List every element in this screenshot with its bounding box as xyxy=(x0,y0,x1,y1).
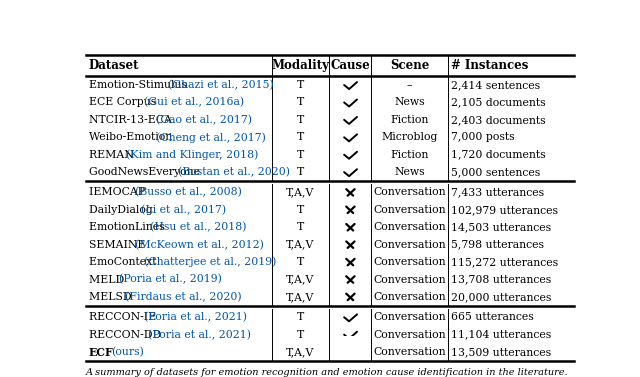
Text: (Poria et al., 2021): (Poria et al., 2021) xyxy=(143,312,246,322)
Text: Cause: Cause xyxy=(330,59,370,72)
Text: (Cheng et al., 2017): (Cheng et al., 2017) xyxy=(156,132,266,143)
Text: T: T xyxy=(297,312,304,322)
Text: 2,403 documents: 2,403 documents xyxy=(451,115,546,125)
Text: 7,433 utterances: 7,433 utterances xyxy=(451,187,544,198)
Text: (Chatterjee et al., 2019): (Chatterjee et al., 2019) xyxy=(144,257,276,267)
Text: T: T xyxy=(297,132,304,142)
Text: (Hsu et al., 2018): (Hsu et al., 2018) xyxy=(150,222,247,233)
Text: (Kim and Klinger, 2018): (Kim and Klinger, 2018) xyxy=(126,149,259,160)
Text: Conversation: Conversation xyxy=(373,312,446,322)
Text: 14,503 utterances: 14,503 utterances xyxy=(451,222,551,232)
Text: (Poria et al., 2021): (Poria et al., 2021) xyxy=(148,329,251,340)
Text: EmotionLines: EmotionLines xyxy=(89,222,168,232)
Text: 7,000 posts: 7,000 posts xyxy=(451,132,515,142)
Text: (Gao et al., 2017): (Gao et al., 2017) xyxy=(156,115,252,125)
Text: DailyDialog: DailyDialog xyxy=(89,205,156,215)
Text: RECCON-IE: RECCON-IE xyxy=(89,312,159,322)
Text: T: T xyxy=(297,80,304,90)
Text: GoodNewsEveryone: GoodNewsEveryone xyxy=(89,167,204,177)
Text: 5,000 sentences: 5,000 sentences xyxy=(451,167,540,177)
Text: 13,708 utterances: 13,708 utterances xyxy=(451,274,551,285)
Text: 115,272 utterances: 115,272 utterances xyxy=(451,257,558,267)
Text: Conversation: Conversation xyxy=(373,274,446,285)
Text: RECCON-DD: RECCON-DD xyxy=(89,329,164,340)
Text: Dataset: Dataset xyxy=(89,59,140,72)
Text: 102,979 utterances: 102,979 utterances xyxy=(451,205,558,215)
Text: T: T xyxy=(297,150,304,160)
Text: T: T xyxy=(297,205,304,215)
Text: Conversation: Conversation xyxy=(373,257,446,267)
Text: Fiction: Fiction xyxy=(390,150,429,160)
Text: –: – xyxy=(407,80,412,90)
Text: 5,798 utterances: 5,798 utterances xyxy=(451,240,544,250)
Text: T: T xyxy=(297,167,304,177)
Text: News: News xyxy=(394,167,425,177)
Text: T,A,V: T,A,V xyxy=(286,347,315,357)
Text: Conversation: Conversation xyxy=(373,222,446,232)
Text: # Instances: # Instances xyxy=(451,59,529,72)
Text: T,A,V: T,A,V xyxy=(286,240,315,250)
Text: T,A,V: T,A,V xyxy=(286,187,315,198)
Text: T: T xyxy=(297,222,304,232)
Text: News: News xyxy=(394,97,425,107)
Text: T: T xyxy=(297,257,304,267)
Text: 13,509 utterances: 13,509 utterances xyxy=(451,347,551,357)
Text: 1,720 documents: 1,720 documents xyxy=(451,150,546,160)
Text: (Bostan et al., 2020): (Bostan et al., 2020) xyxy=(178,167,290,177)
Text: Conversation: Conversation xyxy=(373,205,446,215)
Text: 11,104 utterances: 11,104 utterances xyxy=(451,329,551,340)
Text: NTCIR-13-ECA: NTCIR-13-ECA xyxy=(89,115,175,125)
Text: ECE Corpus: ECE Corpus xyxy=(89,97,159,107)
Text: Conversation: Conversation xyxy=(373,292,446,302)
Text: T: T xyxy=(297,329,304,340)
Text: 2,105 documents: 2,105 documents xyxy=(451,97,546,107)
Text: Fiction: Fiction xyxy=(390,115,429,125)
Text: T,A,V: T,A,V xyxy=(286,292,315,302)
Text: T,A,V: T,A,V xyxy=(286,274,315,285)
Text: ECF: ECF xyxy=(89,346,114,357)
Text: MELSD: MELSD xyxy=(89,292,135,302)
Text: Weibo-Emotion: Weibo-Emotion xyxy=(89,132,175,142)
Text: T: T xyxy=(297,97,304,107)
Text: IEMOCAP: IEMOCAP xyxy=(89,187,148,198)
Text: Emotion-Stimulus: Emotion-Stimulus xyxy=(89,80,191,90)
Text: A summary of datasets for emotion recognition and emotion cause identification i: A summary of datasets for emotion recogn… xyxy=(86,368,568,377)
Text: SEMAINE: SEMAINE xyxy=(89,240,149,250)
Text: (ours): (ours) xyxy=(111,347,144,357)
Text: Conversation: Conversation xyxy=(373,187,446,198)
Text: Conversation: Conversation xyxy=(373,347,446,357)
Text: Conversation: Conversation xyxy=(373,240,446,250)
Text: REMAN: REMAN xyxy=(89,150,137,160)
Text: Modality: Modality xyxy=(271,59,330,72)
Text: (Poria et al., 2019): (Poria et al., 2019) xyxy=(119,274,222,285)
Text: 20,000 utterances: 20,000 utterances xyxy=(451,292,552,302)
Text: (Busso et al., 2008): (Busso et al., 2008) xyxy=(135,187,242,198)
Text: 665 utterances: 665 utterances xyxy=(451,312,534,322)
Text: 2,414 sentences: 2,414 sentences xyxy=(451,80,540,90)
Text: (McKeown et al., 2012): (McKeown et al., 2012) xyxy=(135,239,264,250)
Text: EmoContext: EmoContext xyxy=(89,257,160,267)
Text: (Li et al., 2017): (Li et al., 2017) xyxy=(141,205,226,215)
Text: Conversation: Conversation xyxy=(373,329,446,340)
Text: T: T xyxy=(297,115,304,125)
Text: (Firdaus et al., 2020): (Firdaus et al., 2020) xyxy=(125,292,241,302)
Text: Scene: Scene xyxy=(390,59,429,72)
Text: (Gui et al., 2016a): (Gui et al., 2016a) xyxy=(144,97,244,107)
Text: (Ghazi et al., 2015): (Ghazi et al., 2015) xyxy=(168,80,273,90)
Text: Microblog: Microblog xyxy=(381,132,438,142)
Text: MELD: MELD xyxy=(89,274,127,285)
